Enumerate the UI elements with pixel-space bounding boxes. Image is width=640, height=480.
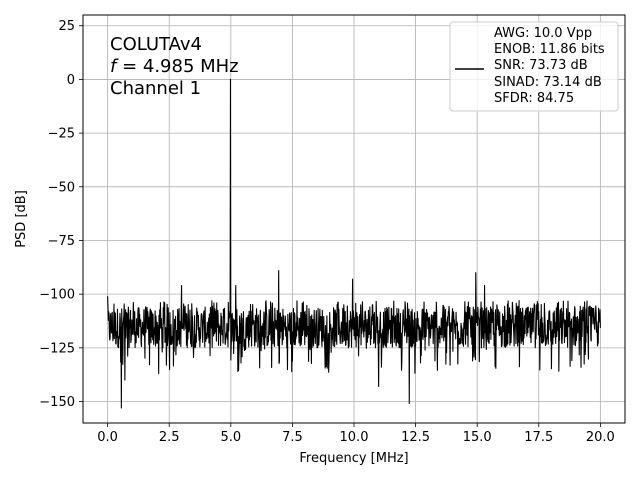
psd-series-line xyxy=(107,78,601,409)
chart-annotation: COLUTAv4 f = 4.985 MHz Channel 1 xyxy=(110,34,239,99)
legend-sinad: SINAD: 73.14 dB xyxy=(494,75,602,90)
legend: AWG: 10.0 Vpp ENOB: 11.86 bits SNR: 73.7… xyxy=(449,21,619,112)
x-tick-label: 2.5 xyxy=(159,430,180,445)
x-tick-label: 10.0 xyxy=(340,430,369,445)
annotation-channel: Channel 1 xyxy=(110,78,201,99)
legend-snr: SNR: 73.73 dB xyxy=(494,58,588,73)
y-tick-label: 25 xyxy=(58,19,75,34)
x-tick-label: 12.5 xyxy=(401,430,430,445)
annotation-frequency-value: = 4.985 MHz xyxy=(116,56,238,77)
x-tick-label: 0.0 xyxy=(97,430,118,445)
x-tick-label: 5.0 xyxy=(220,430,241,445)
y-tick-label: −25 xyxy=(48,127,75,142)
legend-awg: AWG: 10.0 Vpp xyxy=(494,26,592,41)
legend-box xyxy=(449,21,619,112)
psd-trace xyxy=(107,78,601,409)
y-axis-ticks: 25 0 −25 −50 −75 −100 −125 −150 xyxy=(39,19,83,410)
x-tick-label: 20.0 xyxy=(586,430,615,445)
y-tick-label: −50 xyxy=(48,180,75,195)
y-tick-label: −125 xyxy=(39,341,75,356)
y-tick-label: −100 xyxy=(39,288,75,303)
x-tick-label: 15.0 xyxy=(463,430,492,445)
annotation-device: COLUTAv4 xyxy=(110,34,202,55)
x-axis-ticks: 0.0 2.5 5.0 7.5 10.0 12.5 15.0 17.5 20.0 xyxy=(97,423,615,445)
x-axis-label: Frequency [MHz] xyxy=(299,451,408,466)
y-tick-label: −150 xyxy=(39,395,75,410)
legend-enob: ENOB: 11.86 bits xyxy=(494,42,605,57)
y-tick-label: −75 xyxy=(48,234,75,249)
x-tick-label: 7.5 xyxy=(282,430,303,445)
annotation-frequency-symbol: f xyxy=(110,56,119,77)
x-tick-label: 17.5 xyxy=(524,430,553,445)
y-tick-label: 0 xyxy=(67,73,75,88)
annotation-frequency: f = 4.985 MHz xyxy=(110,56,239,77)
legend-sfdr: SFDR: 84.75 xyxy=(494,91,574,106)
y-axis-label: PSD [dB] xyxy=(14,190,29,248)
